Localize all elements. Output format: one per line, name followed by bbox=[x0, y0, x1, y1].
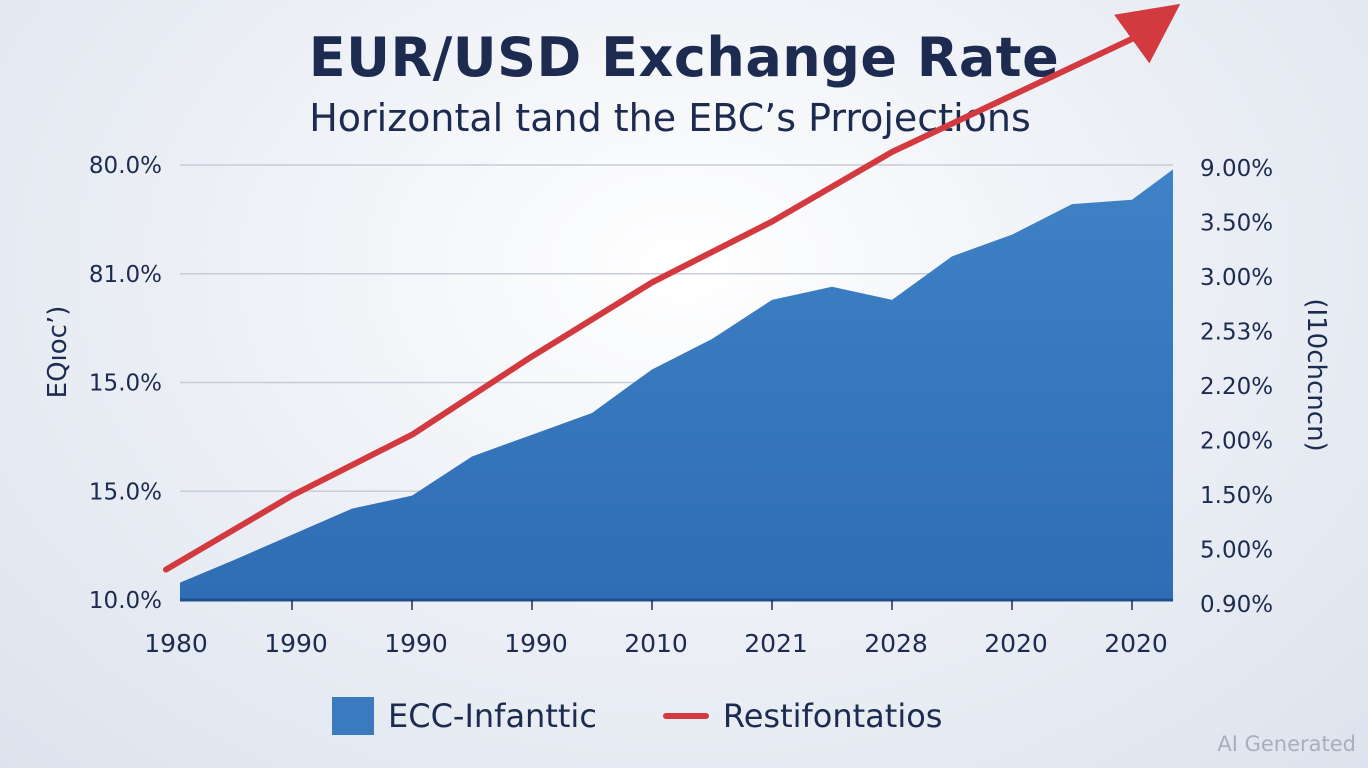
x-tick-label: 1980 bbox=[144, 629, 208, 658]
legend-label-line: Restifontatios bbox=[722, 697, 943, 735]
area-series-ECC-Infanttic bbox=[180, 169, 1173, 600]
x-tick-label: 2021 bbox=[744, 629, 808, 658]
legend-label-area: ECC-Infanttic bbox=[388, 697, 597, 735]
chart-subtitle: Horizontal tand the EBC’s Prrojections bbox=[309, 96, 1031, 140]
y-right-tick-label: 5.00% bbox=[1200, 538, 1273, 564]
series-layer bbox=[163, 3, 1181, 600]
x-tick-label: 2010 bbox=[624, 629, 688, 658]
chart-title: EUR/USD Exchange Rate bbox=[308, 26, 1060, 89]
y-right-tick-label: 2.53% bbox=[1200, 320, 1273, 346]
y-right-tick-label: 0.90% bbox=[1200, 592, 1273, 618]
watermark: AI Generated bbox=[1217, 732, 1356, 756]
y-left-tick-label: 81.0% bbox=[89, 262, 162, 288]
y-right-tick-label: 3.00% bbox=[1200, 265, 1273, 291]
legend-swatch-area bbox=[332, 697, 374, 735]
x-tick-label: 2028 bbox=[864, 629, 928, 658]
y-axis-right-title: (I10chcncn) bbox=[1301, 298, 1331, 451]
x-tick-label: 2020 bbox=[984, 629, 1048, 658]
y-right-tick-label: 2.00% bbox=[1200, 429, 1273, 455]
x-tick-label: 1990 bbox=[384, 629, 448, 658]
legend: ECC-Infanttic Restifontatios bbox=[332, 694, 942, 738]
x-tick-label: 1990 bbox=[504, 629, 568, 658]
y-right-tick-label: 2.20% bbox=[1200, 374, 1273, 400]
y-right-tick-label: 1.50% bbox=[1200, 483, 1273, 509]
y-right-tick-label: 9.00% bbox=[1200, 156, 1273, 182]
y-left-tick-label: 15.0% bbox=[89, 371, 162, 397]
axes: 80.0% 81.0% 15.0% 15.0% 10.0% 9.00% 3.50% 3.00%… bbox=[89, 153, 1273, 658]
legend-swatch-line bbox=[662, 713, 709, 719]
y-axis-left-title: EQıoc’) bbox=[43, 306, 73, 399]
x-tick-label: 1990 bbox=[264, 629, 328, 658]
y-left-tick-label: 80.0% bbox=[89, 153, 162, 179]
y-left-tick-label: 15.0% bbox=[89, 479, 162, 505]
x-tick-label: 2020 bbox=[1104, 629, 1168, 658]
y-left-tick-label: 10.0% bbox=[89, 588, 162, 614]
line-series-Restifontatios bbox=[163, 3, 1181, 573]
y-right-tick-label: 3.50% bbox=[1200, 211, 1273, 237]
